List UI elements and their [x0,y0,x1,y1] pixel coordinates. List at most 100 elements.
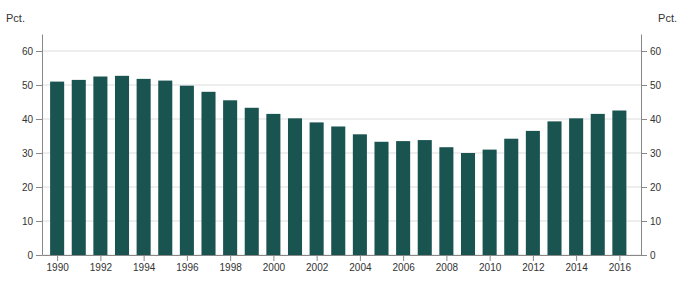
tick-label: 10 [22,216,34,227]
chart: 1990199219941996199820002002200420062008… [0,0,683,281]
tick-mark [619,255,620,261]
tick: 20 [22,182,42,193]
bar [526,131,540,255]
grid [42,51,641,255]
tick-mark [641,187,647,188]
tick: 2014 [566,255,589,273]
tick-mark [641,153,647,154]
tick-label: 10 [650,216,662,227]
tick: 1996 [176,255,199,273]
bar [612,111,626,256]
bar [331,126,345,255]
y2-axis: 0102030405060 [641,35,662,261]
bar [137,79,151,255]
tick-label: 2004 [349,262,372,273]
tick-mark [57,255,58,261]
tick-mark [273,255,274,261]
bar [266,114,280,255]
tick-mark [641,221,647,222]
tick: 10 [22,216,42,227]
tick: 2004 [349,255,372,273]
tick: 2002 [306,255,329,273]
bar [483,150,497,255]
tick: 0 [641,250,656,261]
tick-label: 1992 [90,262,113,273]
tick: 1998 [220,255,243,273]
tick: 0 [27,250,42,261]
tick-mark [576,255,577,261]
tick: 40 [641,114,662,125]
bar [50,82,64,255]
y2-axis-label: Pct. [658,12,677,24]
bar [504,139,518,255]
tick-label: 2014 [566,262,589,273]
tick: 30 [22,148,42,159]
bars [50,76,626,255]
tick-label: 40 [22,114,34,125]
bar [288,118,302,255]
bar [439,147,453,255]
bar [93,77,107,256]
tick-mark [317,255,318,261]
y-axis-line [42,35,43,256]
tick: 2010 [479,255,502,273]
tick-mark [36,187,42,188]
tick: 40 [22,114,42,125]
tick-label: 1998 [220,262,243,273]
tick-label: 20 [22,182,34,193]
bar [547,121,561,255]
bar [201,92,215,255]
tick-mark [230,255,231,261]
bar [115,76,129,255]
plot: 1990199219941996199820002002200420062008… [22,35,662,274]
tick-label: 60 [22,46,34,57]
tick-label: 1990 [47,262,70,273]
tick-label: 2016 [609,262,632,273]
tick-label: 30 [650,148,662,159]
bar [72,80,86,255]
tick-mark [36,51,42,52]
bar [353,134,367,255]
bar [461,153,475,255]
tick: 20 [641,182,662,193]
tick-mark [36,85,42,86]
bar [245,108,259,255]
tick: 50 [22,80,42,91]
tick-mark [490,255,491,261]
tick-label: 2000 [263,262,286,273]
tick-mark [446,255,447,261]
bar [374,142,388,255]
tick-mark [36,153,42,154]
tick-label: 1996 [176,262,199,273]
tick: 2000 [263,255,286,273]
grid-line [42,85,641,86]
tick-mark [360,255,361,261]
tick-label: 2008 [436,262,459,273]
tick: 2012 [522,255,545,273]
tick-label: 30 [22,148,34,159]
tick: 1990 [47,255,70,273]
tick-mark [533,255,534,261]
bar [158,81,172,255]
tick-mark [641,85,647,86]
x-axis: 1990 1992 1994 1996 1998 2000 2002 2004 2006 2008… [43,255,642,273]
y-axis-label: Pct. [6,12,25,24]
tick-label: 0 [27,250,33,261]
bar [396,141,410,255]
tick-label: 40 [650,114,662,125]
tick: 1992 [90,255,113,273]
tick-label: 60 [650,46,662,57]
tick-mark [36,119,42,120]
tick-mark [36,255,42,256]
tick-label: 1994 [133,262,156,273]
bar [591,114,605,255]
bar [180,86,194,255]
tick-mark [36,221,42,222]
tick-mark [144,255,145,261]
tick: 30 [641,148,662,159]
tick-mark [641,255,647,256]
y-axis: 0 10 20 30 40 50 60 [22,35,43,261]
bar [569,118,583,255]
tick: 2006 [393,255,416,273]
tick: 60 [22,46,42,57]
